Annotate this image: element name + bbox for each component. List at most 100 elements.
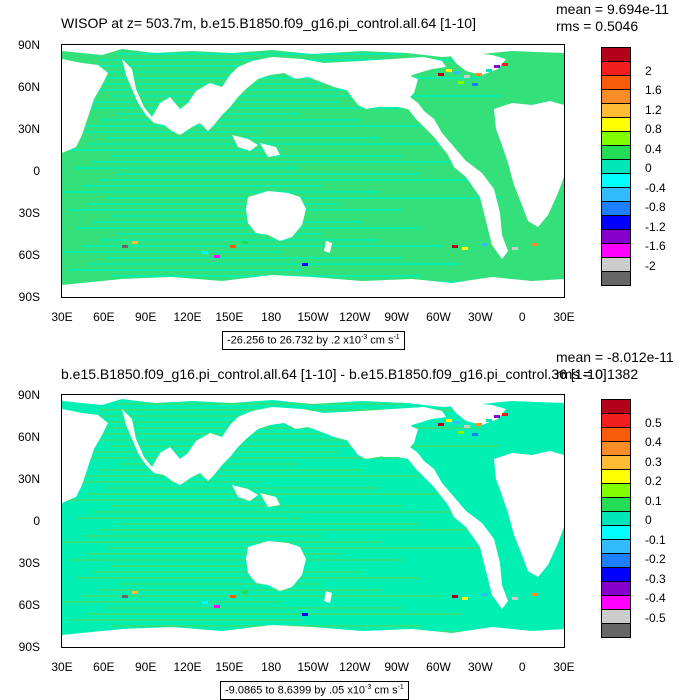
land-mask	[62, 395, 564, 647]
colorbar-swatch	[601, 187, 631, 202]
lon-tick-label: 0	[518, 310, 526, 324]
lon-tick-label: 30E	[553, 660, 575, 674]
colorbar-swatch	[601, 595, 631, 610]
colorbar-swatch	[601, 215, 631, 230]
lat-tick-label: 90S	[18, 640, 40, 654]
colorbar-swatch	[601, 103, 631, 118]
lon-tick-label: 90E	[134, 660, 157, 674]
colorbar-swatch	[601, 511, 631, 526]
colorbar-label: 2	[645, 63, 652, 78]
colorbar-swatch	[601, 61, 631, 76]
lon-tick-label: 120E	[173, 660, 202, 674]
lat-tick-label: 60S	[18, 598, 40, 612]
colorbar-swatch	[601, 609, 631, 624]
lon-tick-label: 60E	[93, 660, 115, 674]
lon-tick-label: 30E	[553, 310, 575, 324]
colorbar-swatch	[601, 173, 631, 188]
colorbar-swatch	[601, 201, 631, 216]
rms-stat: rms = 0.5046	[556, 18, 639, 34]
colorbar-label: 0	[645, 161, 652, 176]
map-svg	[62, 45, 564, 297]
lon-tick-label: 90W	[384, 660, 409, 674]
colorbar-swatch	[601, 257, 631, 272]
plot-title: b.e15.B1850.f09_g16.pi_control.all.64 [1…	[61, 366, 607, 382]
lon-tick-label: 30E	[51, 310, 73, 324]
ocean-field	[62, 45, 564, 297]
lon-tick-label: 120W	[339, 660, 371, 674]
ocean-field	[62, 395, 564, 647]
lat-tick-label: 60N	[17, 430, 40, 444]
map-plot-area	[61, 44, 565, 298]
lat-tick-label: 0	[33, 514, 40, 528]
lon-tick-label: 30E	[51, 660, 73, 674]
colorbar-swatch	[601, 483, 631, 498]
lon-tick-label: 120W	[339, 310, 371, 324]
field-bands	[64, 403, 502, 633]
colorbar-swatch	[601, 159, 631, 174]
colorbar-label: 0.8	[645, 122, 662, 137]
colorbar-label: -0.1	[645, 532, 666, 547]
colorbar-label: 1.2	[645, 102, 662, 117]
colorbar-swatch	[601, 271, 631, 286]
colorbar-swatch	[601, 89, 631, 104]
top-plot-panel: WISOP at z= 503.7m, b.e15.B1850.f09_g16.…	[17, 2, 669, 350]
colorbar-label: -0.5	[645, 610, 666, 625]
lat-tick-label: 30N	[17, 472, 40, 486]
colorbar-label: 0.5	[645, 415, 662, 430]
colorbar-label: 1.6	[645, 83, 662, 98]
map-svg	[62, 395, 564, 647]
colorbar: 0.5 0.4 0.3 0.2 0.1 0 -0.1 -0.2 -0.3 -0.4 -0.5	[601, 399, 666, 638]
lon-tick-label: 150W	[297, 310, 329, 324]
colorbar-swatch	[601, 525, 631, 540]
lat-tick-label: 60S	[18, 248, 40, 262]
colorbar-swatch	[601, 623, 631, 638]
colorbar-swatch	[601, 47, 631, 62]
lon-tick-label: 30W	[467, 660, 493, 674]
lat-tick-label: 0	[33, 164, 40, 178]
colorbar-label: -1.6	[645, 239, 666, 254]
colorbar-swatch	[601, 497, 631, 512]
anomaly-spots	[122, 63, 538, 266]
colorbar-label: -0.4	[645, 591, 666, 606]
colorbar-label: -0.3	[645, 571, 666, 586]
colorbar-swatch	[601, 399, 631, 414]
land-mask	[62, 45, 564, 297]
colorbar-swatch	[601, 455, 631, 470]
lon-tick-label: 150E	[215, 310, 244, 324]
lat-tick-label: 90N	[17, 38, 40, 52]
lon-tick-label: 60W	[426, 660, 451, 674]
contour-range-label: -26.256 to 26.732 by .2 x10-3 cm s-1	[222, 331, 405, 350]
anomaly-spots	[122, 413, 538, 616]
lat-tick-label: 60N	[17, 80, 40, 94]
colorbar-label: -0.2	[645, 552, 666, 567]
colorbar-swatch	[601, 75, 631, 90]
lon-tick-label: 120E	[173, 310, 202, 324]
colorbar-label: 0.2	[645, 474, 662, 489]
lat-tick-label: 90S	[18, 290, 40, 304]
colorbar-label: 0.4	[645, 435, 662, 450]
colorbar-swatch	[601, 229, 631, 244]
bottom-plot-panel: b.e15.B1850.f09_g16.pi_control.all.64 [1…	[0, 350, 700, 700]
mean-stat: mean = -8.012e-11	[556, 349, 674, 365]
colorbar-swatch	[601, 469, 631, 484]
colorbar-label: 0.1	[645, 493, 662, 508]
lon-tick-label: 180	[261, 310, 282, 324]
plot-title: WISOP at z= 503.7m, b.e15.B1850.f09_g16.…	[61, 15, 476, 31]
lon-tick-label: 30W	[467, 310, 493, 324]
colorbar-label: -2	[645, 258, 656, 273]
lat-tick-label: 30S	[18, 206, 40, 220]
colorbar-label: 0.3	[645, 454, 662, 469]
colorbar-label: 0	[645, 513, 652, 528]
colorbar-swatch	[601, 441, 631, 456]
map-plot-area	[61, 394, 565, 648]
lon-tick-label: 90E	[134, 310, 157, 324]
lon-tick-label: 90W	[384, 310, 409, 324]
lat-tick-label: 90N	[17, 388, 40, 402]
lon-tick-label: 60E	[93, 310, 115, 324]
lon-tick-label: 60W	[426, 310, 451, 324]
rms-stat: rms = 0.1382	[556, 366, 639, 382]
colorbar-swatch	[601, 581, 631, 596]
colorbar-swatch	[601, 131, 631, 146]
colorbar-swatch	[601, 243, 631, 258]
colorbar-label: 0.4	[645, 141, 662, 156]
